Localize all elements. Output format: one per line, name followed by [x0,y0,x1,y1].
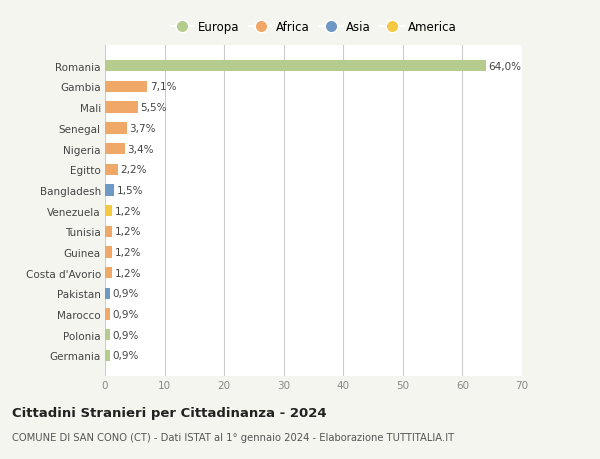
Text: 0,9%: 0,9% [113,330,139,340]
Bar [105,144,125,155]
Bar [105,61,486,72]
Text: 3,4%: 3,4% [128,144,154,154]
Text: Cittadini Stranieri per Cittadinanza - 2024: Cittadini Stranieri per Cittadinanza - 2… [12,406,326,419]
Text: 0,9%: 0,9% [113,289,139,299]
Bar [105,185,114,196]
Bar [105,164,118,175]
Bar [105,268,112,279]
Bar [105,350,110,361]
Text: 1,5%: 1,5% [116,185,143,196]
Text: 1,2%: 1,2% [115,247,141,257]
Text: 0,9%: 0,9% [113,309,139,319]
Text: 5,5%: 5,5% [140,103,167,113]
Text: 0,9%: 0,9% [113,351,139,361]
Bar [105,309,110,320]
Text: 7,1%: 7,1% [149,82,176,92]
Text: 1,2%: 1,2% [115,227,141,237]
Bar [105,206,112,217]
Bar [105,82,147,93]
Bar [105,288,110,299]
Bar [105,247,112,258]
Text: 1,2%: 1,2% [115,206,141,216]
Text: COMUNE DI SAN CONO (CT) - Dati ISTAT al 1° gennaio 2024 - Elaborazione TUTTITALI: COMUNE DI SAN CONO (CT) - Dati ISTAT al … [12,432,454,442]
Legend: Europa, Africa, Asia, America: Europa, Africa, Asia, America [168,19,459,36]
Text: 64,0%: 64,0% [488,62,521,72]
Text: 1,2%: 1,2% [115,268,141,278]
Bar [105,102,138,113]
Text: 2,2%: 2,2% [121,165,147,175]
Bar [105,330,110,341]
Text: 3,7%: 3,7% [130,123,156,134]
Bar [105,123,127,134]
Bar [105,226,112,237]
